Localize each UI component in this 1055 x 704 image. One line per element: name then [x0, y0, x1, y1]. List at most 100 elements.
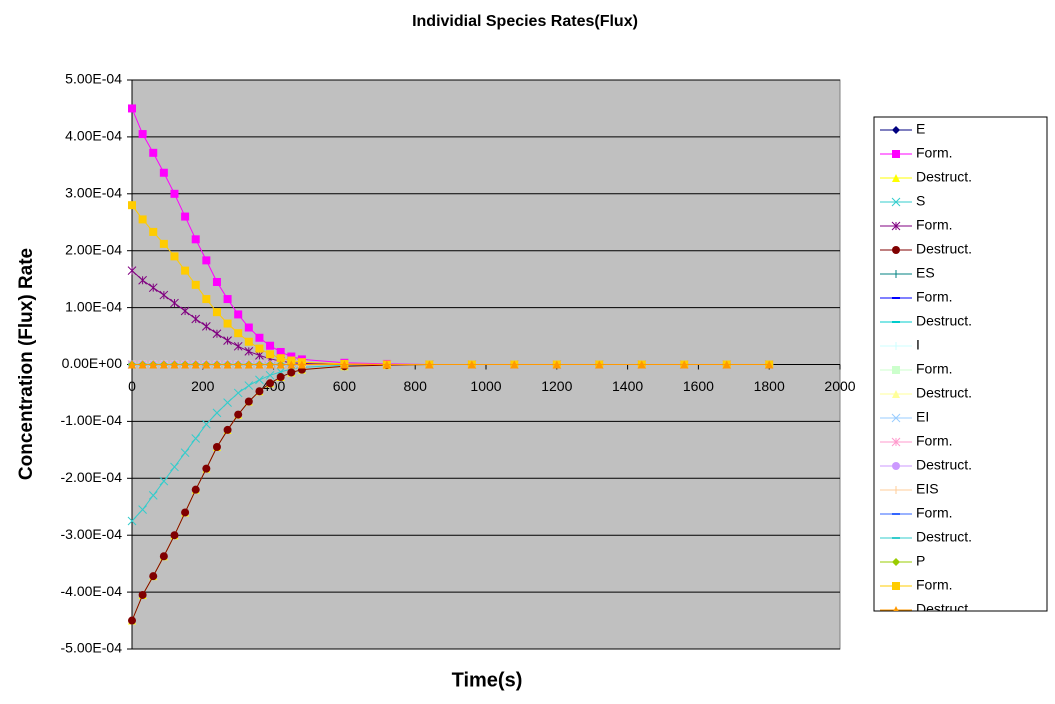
marker	[265, 370, 275, 380]
marker	[255, 333, 264, 342]
marker	[892, 486, 900, 494]
x-tick-label: 200	[191, 378, 215, 394]
marker	[467, 360, 476, 369]
marker	[680, 360, 689, 369]
marker	[892, 342, 900, 350]
marker	[149, 148, 158, 157]
marker	[191, 280, 200, 289]
marker	[892, 366, 900, 374]
legend-label: Destruct.	[916, 241, 972, 257]
legend-label: S	[916, 193, 925, 209]
marker	[255, 351, 264, 360]
marker	[891, 197, 901, 207]
marker	[170, 252, 179, 261]
marker	[212, 408, 222, 418]
marker	[159, 290, 169, 300]
marker	[212, 308, 221, 317]
marker	[244, 337, 253, 346]
marker	[170, 360, 179, 369]
y-tick-label: -4.00E-04	[61, 583, 123, 599]
marker	[340, 360, 349, 369]
legend-label: Form.	[916, 217, 953, 233]
marker	[181, 360, 190, 369]
marker	[722, 360, 731, 369]
y-tick-label: -3.00E-04	[61, 526, 123, 542]
marker	[276, 347, 285, 356]
marker	[223, 360, 232, 369]
marker	[244, 323, 253, 332]
marker	[159, 168, 168, 177]
marker	[233, 388, 243, 398]
marker	[276, 360, 285, 369]
marker	[202, 360, 211, 369]
marker	[276, 354, 285, 363]
marker	[892, 270, 900, 278]
marker	[234, 360, 243, 369]
marker	[148, 491, 158, 500]
marker	[287, 368, 296, 377]
marker	[138, 590, 147, 599]
marker	[595, 360, 604, 369]
marker	[244, 397, 253, 406]
marker	[255, 387, 264, 396]
marker	[170, 189, 179, 198]
marker	[170, 462, 179, 472]
marker	[255, 344, 264, 353]
marker	[149, 572, 158, 581]
legend-label: Destruct.	[916, 313, 972, 329]
marker	[552, 360, 561, 369]
legend-label: Form.	[916, 505, 953, 521]
legend-label: Form.	[916, 361, 953, 377]
chart-title: Individial Species Rates(Flux)	[412, 13, 638, 30]
legend-label: Form.	[916, 577, 953, 593]
marker	[149, 227, 158, 236]
marker	[201, 419, 211, 429]
marker	[128, 360, 136, 369]
marker	[138, 275, 147, 285]
marker	[202, 464, 211, 473]
y-tick-label: -2.00E-04	[61, 469, 123, 485]
x-tick-label: 1800	[754, 378, 785, 394]
marker	[138, 215, 147, 224]
marker	[255, 360, 264, 369]
marker	[148, 283, 158, 293]
legend-label: E	[916, 121, 925, 137]
marker	[181, 508, 190, 517]
marker	[223, 319, 232, 328]
y-tick-label: 4.00E-04	[65, 128, 122, 144]
marker	[892, 246, 900, 254]
marker	[212, 360, 221, 369]
marker	[892, 390, 900, 398]
marker	[191, 360, 200, 369]
marker	[128, 616, 136, 625]
legend-label: EIS	[916, 481, 939, 497]
y-tick-label: 3.00E-04	[65, 185, 122, 201]
marker	[891, 437, 901, 447]
y-tick-label: 1.00E-04	[65, 298, 122, 314]
legend-label: Form.	[916, 289, 953, 305]
marker	[244, 381, 254, 390]
marker	[892, 558, 900, 566]
x-tick-label: 1600	[683, 378, 714, 394]
marker	[223, 398, 232, 407]
marker	[892, 582, 900, 590]
marker	[212, 443, 221, 452]
marker	[138, 130, 147, 139]
legend-label: Destruct.	[916, 385, 972, 401]
marker	[765, 360, 774, 369]
marker	[425, 360, 434, 369]
legend-label: Form.	[916, 145, 953, 161]
marker	[891, 413, 901, 423]
marker	[212, 329, 222, 339]
legend-label: Destruct.	[916, 457, 972, 473]
marker	[170, 298, 179, 308]
marker	[244, 347, 254, 356]
legend-label: P	[916, 553, 925, 569]
marker	[202, 295, 211, 304]
legend-label: I	[916, 337, 920, 353]
y-tick-label: -5.00E-04	[61, 640, 123, 656]
marker	[181, 212, 190, 221]
marker	[892, 150, 900, 158]
marker	[255, 375, 264, 385]
